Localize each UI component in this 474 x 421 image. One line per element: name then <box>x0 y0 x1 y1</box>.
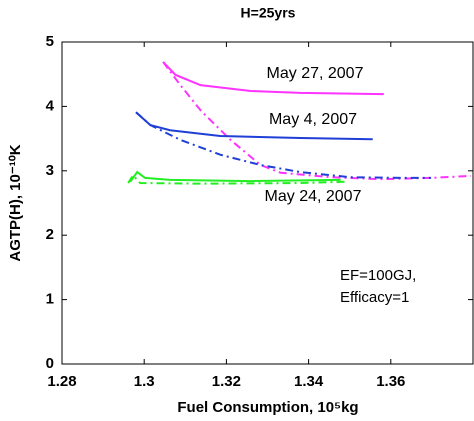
y-tick-label: 0 <box>46 355 54 372</box>
y-tick-label: 1 <box>46 291 54 308</box>
y-tick-label: 2 <box>46 226 54 243</box>
y-axis-label: AGTP(H), 10⁻¹⁰K <box>7 144 24 261</box>
series-line <box>162 61 384 96</box>
chart-title: H=25yrs <box>241 5 296 21</box>
series-line <box>135 111 373 141</box>
x-tick-label: 1.32 <box>212 373 241 390</box>
annotation: Efficacy=1 <box>340 289 409 306</box>
series-line <box>129 170 341 183</box>
x-tick-label: 1.36 <box>376 373 405 390</box>
series-label: May 24, 2007 <box>265 188 362 205</box>
series-line <box>127 173 346 185</box>
y-tick-label: 5 <box>46 33 54 50</box>
x-axis-label: Fuel Consumption, 10⁵kg <box>177 399 358 416</box>
plot-frame <box>61 41 474 365</box>
series-label: May 27, 2007 <box>267 65 364 82</box>
y-tick-label: 4 <box>46 97 55 114</box>
series-label: May 4, 2007 <box>269 111 357 128</box>
series-line <box>135 111 432 179</box>
x-tick-label: 1.3 <box>134 373 155 390</box>
x-tick-label: 1.28 <box>47 373 76 390</box>
y-tick-label: 3 <box>46 162 54 179</box>
annotation: EF=100GJ, <box>340 267 416 284</box>
x-tick-label: 1.34 <box>294 373 324 390</box>
